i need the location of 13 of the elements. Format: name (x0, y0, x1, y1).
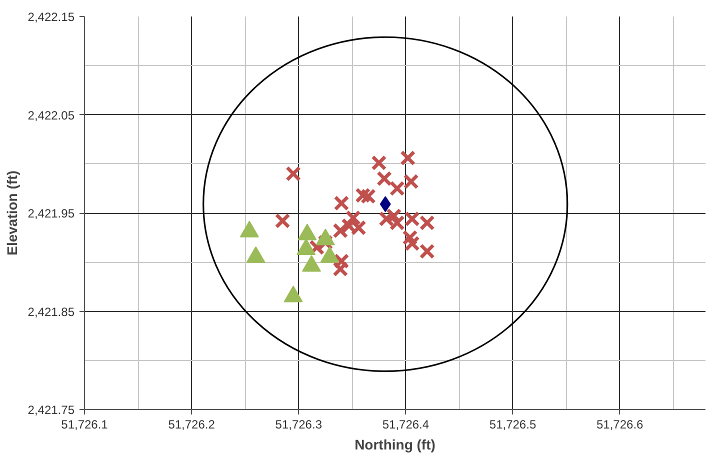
x-tick-label: 51,726.3 (275, 418, 322, 432)
y-tick-label: 2,421.95 (28, 206, 75, 220)
x-tick-label: 51,726.4 (382, 418, 430, 432)
y-tick-label: 2,421.75 (28, 403, 75, 417)
x-tick-label: 51,726.1 (61, 418, 108, 432)
x-tick-label: 51,726.2 (168, 418, 216, 432)
y-tick-label: 2,422.15 (28, 10, 75, 24)
y-tick-label: 2,421.85 (28, 304, 75, 319)
x-axis-title: Northing (ft) (354, 436, 436, 452)
y-tick-label: 2,422.05 (28, 108, 75, 122)
y-axis-title: Elevation (ft) (4, 170, 20, 256)
x-tick-label: 51,726.6 (596, 418, 644, 432)
x-tick-label: 51,726.5 (489, 418, 536, 432)
